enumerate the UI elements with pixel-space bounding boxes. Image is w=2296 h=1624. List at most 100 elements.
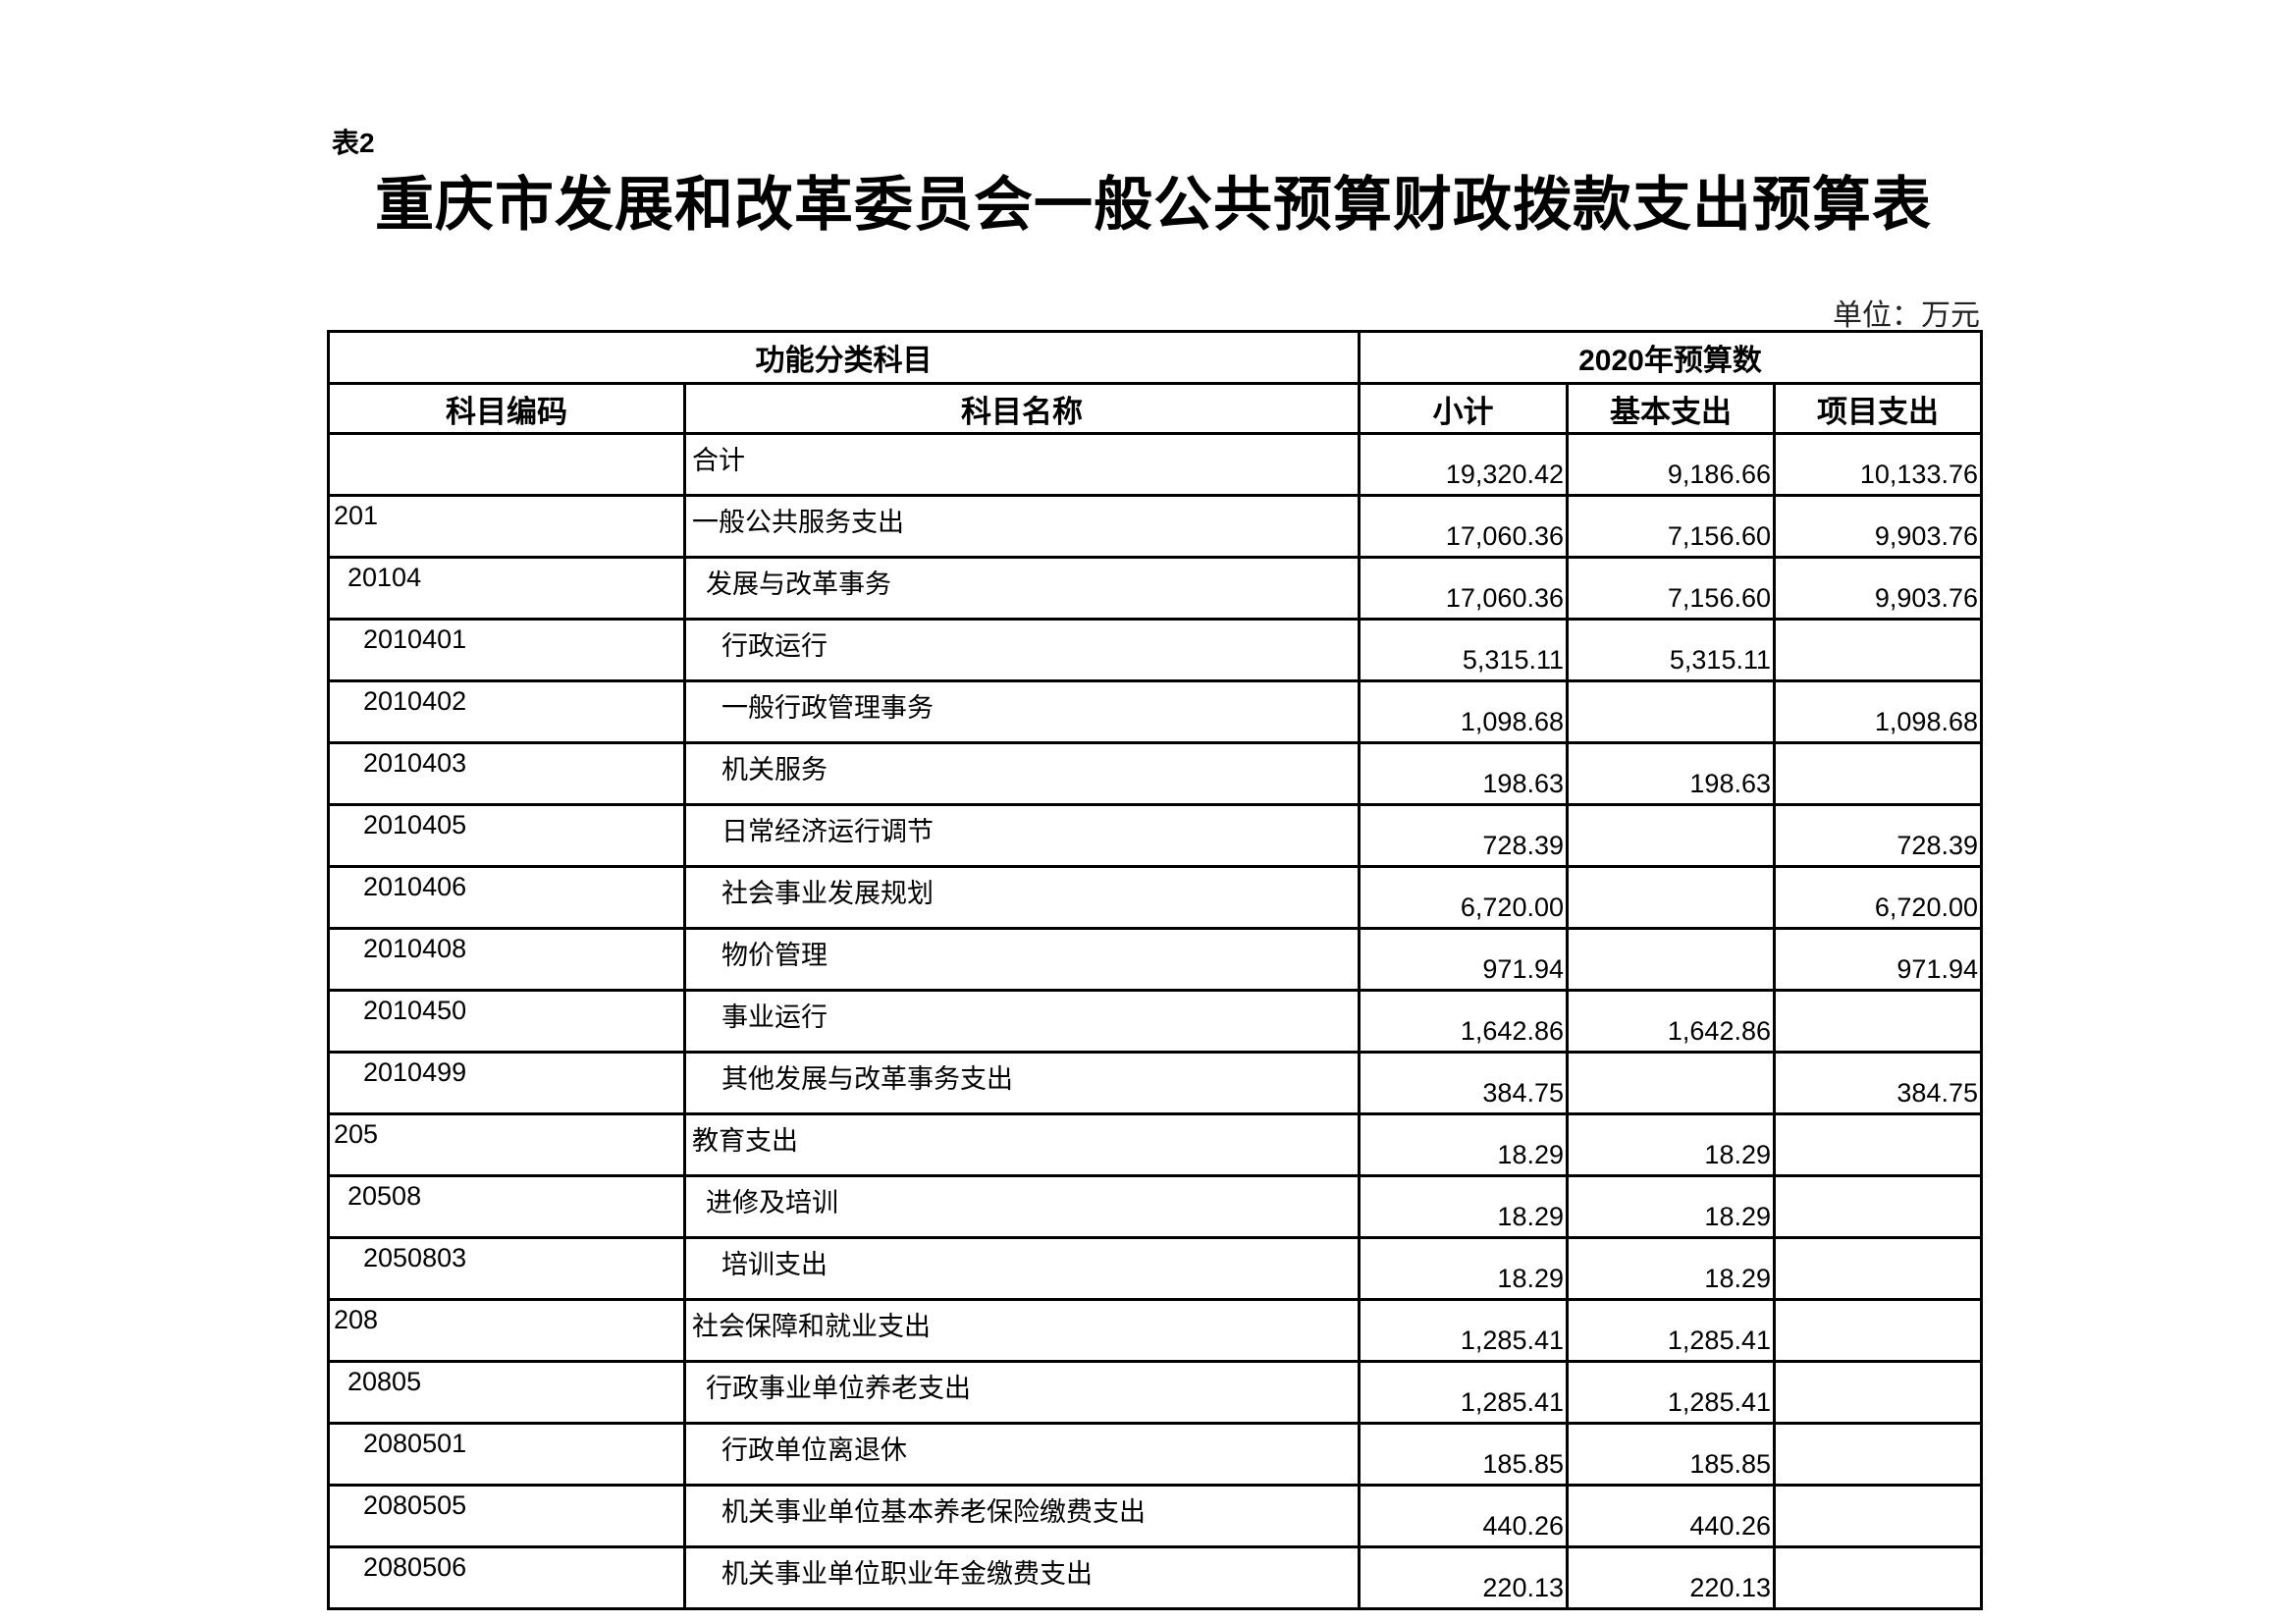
cell-code: 2010450 xyxy=(327,989,686,1054)
cell-name: 社会事业发展规划 xyxy=(683,865,1361,930)
cell-basic xyxy=(1566,803,1776,868)
cell-project: 6,720.00 xyxy=(1773,865,1983,930)
cell-basic: 185.85 xyxy=(1566,1422,1776,1487)
cell-code: 205 xyxy=(327,1112,686,1177)
cell-name: 教育支出 xyxy=(683,1112,1361,1177)
cell-project xyxy=(1773,1112,1983,1177)
cell-name: 培训支出 xyxy=(683,1236,1361,1301)
cell-subtotal: 18.29 xyxy=(1358,1236,1569,1301)
cell-subtotal: 1,642.86 xyxy=(1358,989,1569,1054)
table-row: 2010405 日常经济运行调节 728.39 728.39 xyxy=(327,803,1983,868)
cell-name: 机关事业单位基本养老保险缴费支出 xyxy=(683,1484,1361,1548)
cell-name: 事业运行 xyxy=(683,989,1361,1054)
cell-basic: 440.26 xyxy=(1566,1484,1776,1548)
table-row: 2080506 机关事业单位职业年金缴费支出 220.13 220.13 xyxy=(327,1545,1983,1610)
cell-basic: 1,285.41 xyxy=(1566,1360,1776,1425)
cell-project xyxy=(1773,1484,1983,1548)
cell-subtotal: 198.63 xyxy=(1358,741,1569,806)
table-row: 201 一般公共服务支出 17,060.36 7,156.60 9,903.76 xyxy=(327,494,1983,559)
cell-name: 日常经济运行调节 xyxy=(683,803,1361,868)
header-project: 项目支出 xyxy=(1773,382,1983,435)
cell-project: 10,133.76 xyxy=(1773,432,1983,497)
cell-name: 进修及培训 xyxy=(683,1174,1361,1239)
cell-basic: 18.29 xyxy=(1566,1112,1776,1177)
header-group-row: 功能分类科目 2020年预算数 xyxy=(327,330,1983,385)
table-row: 2010406 社会事业发展规划 6,720.00 6,720.00 xyxy=(327,865,1983,930)
cell-subtotal: 185.85 xyxy=(1358,1422,1569,1487)
cell-subtotal: 17,060.36 xyxy=(1358,556,1569,621)
header-budget-2020: 2020年预算数 xyxy=(1358,330,1983,385)
cell-name: 行政事业单位养老支出 xyxy=(683,1360,1361,1425)
cell-subtotal: 6,720.00 xyxy=(1358,865,1569,930)
cell-project xyxy=(1773,741,1983,806)
cell-basic xyxy=(1566,679,1776,744)
unit-label: 单位：万元 xyxy=(1833,299,1980,332)
cell-basic xyxy=(1566,927,1776,992)
cell-basic xyxy=(1566,865,1776,930)
cell-code: 20104 xyxy=(327,556,686,621)
cell-name: 行政运行 xyxy=(683,618,1361,682)
table-row: 205 教育支出 18.29 18.29 xyxy=(327,1112,1983,1177)
table-row: 208 社会保障和就业支出 1,285.41 1,285.41 xyxy=(327,1298,1983,1363)
cell-project: 384.75 xyxy=(1773,1051,1983,1115)
cell-code: 20508 xyxy=(327,1174,686,1239)
cell-code xyxy=(327,432,686,497)
page-title: 重庆市发展和改革委员会一般公共预算财政拨款支出预算表 xyxy=(375,172,1932,238)
cell-name: 其他发展与改革事务支出 xyxy=(683,1051,1361,1115)
cell-basic xyxy=(1566,1051,1776,1115)
cell-basic: 198.63 xyxy=(1566,741,1776,806)
cell-code: 201 xyxy=(327,494,686,559)
cell-project xyxy=(1773,989,1983,1054)
table-row: 合计 19,320.42 9,186.66 10,133.76 xyxy=(327,432,1983,497)
table-row: 20805 行政事业单位养老支出 1,285.41 1,285.41 xyxy=(327,1360,1983,1425)
cell-subtotal: 384.75 xyxy=(1358,1051,1569,1115)
cell-code: 2010405 xyxy=(327,803,686,868)
cell-name: 机关事业单位职业年金缴费支出 xyxy=(683,1545,1361,1610)
cell-code: 20805 xyxy=(327,1360,686,1425)
budget-table: 功能分类科目 2020年预算数 科目编码 科目名称 小计 基本支出 项目支出 合… xyxy=(327,330,1983,1610)
cell-code: 2080505 xyxy=(327,1484,686,1548)
table-row: 20104 发展与改革事务 17,060.36 7,156.60 9,903.76 xyxy=(327,556,1983,621)
header-name: 科目名称 xyxy=(683,382,1361,435)
cell-code: 2010406 xyxy=(327,865,686,930)
cell-code: 2050803 xyxy=(327,1236,686,1301)
cell-subtotal: 1,285.41 xyxy=(1358,1298,1569,1363)
cell-name: 机关服务 xyxy=(683,741,1361,806)
cell-basic: 1,642.86 xyxy=(1566,989,1776,1054)
table-row: 2010402 一般行政管理事务 1,098.68 1,098.68 xyxy=(327,679,1983,744)
cell-code: 2010402 xyxy=(327,679,686,744)
cell-subtotal: 971.94 xyxy=(1358,927,1569,992)
cell-code: 2010499 xyxy=(327,1051,686,1115)
cell-subtotal: 19,320.42 xyxy=(1358,432,1569,497)
cell-basic: 1,285.41 xyxy=(1566,1298,1776,1363)
cell-name: 一般行政管理事务 xyxy=(683,679,1361,744)
table-row: 20508 进修及培训 18.29 18.29 xyxy=(327,1174,1983,1239)
cell-project: 9,903.76 xyxy=(1773,556,1983,621)
cell-subtotal: 5,315.11 xyxy=(1358,618,1569,682)
cell-subtotal: 17,060.36 xyxy=(1358,494,1569,559)
cell-subtotal: 728.39 xyxy=(1358,803,1569,868)
table-row: 2010408 物价管理 971.94 971.94 xyxy=(327,927,1983,992)
cell-name: 物价管理 xyxy=(683,927,1361,992)
cell-project: 728.39 xyxy=(1773,803,1983,868)
cell-subtotal: 18.29 xyxy=(1358,1112,1569,1177)
table-row: 2010499 其他发展与改革事务支出 384.75 384.75 xyxy=(327,1051,1983,1115)
table-row: 2010401 行政运行 5,315.11 5,315.11 xyxy=(327,618,1983,682)
cell-project xyxy=(1773,1422,1983,1487)
header-column-row: 科目编码 科目名称 小计 基本支出 项目支出 xyxy=(327,382,1983,435)
cell-basic: 7,156.60 xyxy=(1566,556,1776,621)
table-row: 2010450 事业运行 1,642.86 1,642.86 xyxy=(327,989,1983,1054)
table-label: 表2 xyxy=(332,128,375,158)
cell-basic: 9,186.66 xyxy=(1566,432,1776,497)
cell-basic: 7,156.60 xyxy=(1566,494,1776,559)
cell-project: 1,098.68 xyxy=(1773,679,1983,744)
cell-project xyxy=(1773,1174,1983,1239)
cell-code: 2010408 xyxy=(327,927,686,992)
cell-code: 2010403 xyxy=(327,741,686,806)
cell-basic: 220.13 xyxy=(1566,1545,1776,1610)
cell-subtotal: 18.29 xyxy=(1358,1174,1569,1239)
cell-project xyxy=(1773,1360,1983,1425)
cell-subtotal: 220.13 xyxy=(1358,1545,1569,1610)
cell-subtotal: 440.26 xyxy=(1358,1484,1569,1548)
cell-basic: 18.29 xyxy=(1566,1236,1776,1301)
